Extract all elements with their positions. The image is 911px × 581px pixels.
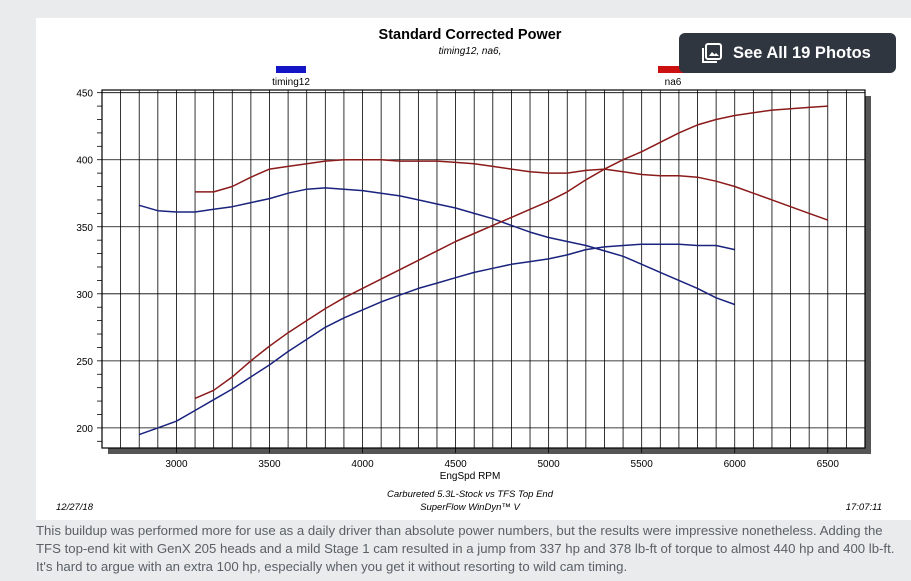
- dyno-chart-figure: 3000 3500 4000 4500 5000 5500 6000 6500 200 250 30…: [36, 18, 911, 520]
- gallery-icon: [702, 43, 722, 63]
- plot-shadow-right: [865, 96, 871, 454]
- see-all-photos-button[interactable]: See All 19 Photos: [679, 33, 896, 73]
- series-line-timing12-torque: [138, 187, 735, 306]
- x-tick-label: 4500: [444, 459, 467, 470]
- plot-area: [101, 89, 866, 449]
- y-tick-label: 300: [76, 290, 93, 301]
- y-tick-label: 250: [76, 357, 93, 368]
- y-tick-label: 400: [76, 156, 93, 167]
- software-credit: SuperFlow WinDyn™ V: [420, 502, 521, 513]
- photo-caption: This buildup was performed more for use …: [36, 523, 895, 574]
- series-line-timing12-hp: [138, 243, 735, 436]
- grid-lines: [101, 90, 866, 448]
- series-line-na6-hp: [194, 105, 828, 400]
- y-tick-label: 350: [76, 223, 93, 234]
- plot-shadow: [108, 96, 871, 454]
- chart-description: Carbureted 5.3L-Stock vs TFS Top End: [387, 489, 554, 500]
- y-tick-label: 450: [76, 89, 93, 100]
- plot-shadow-bottom: [108, 448, 871, 454]
- run-time: 17:07:11: [846, 502, 882, 513]
- x-axis-label: EngSpd RPM: [440, 471, 501, 482]
- x-tick-label: 5000: [538, 459, 561, 470]
- x-tick-label: 5500: [631, 459, 654, 470]
- series-line-na6-torque: [195, 158, 829, 221]
- axis-ticks: 3000 3500 4000 4500 5000 5500 6000 6500 200 250 30…: [76, 89, 839, 470]
- x-tick-label: 6000: [724, 459, 747, 470]
- chart-title: Standard Corrected Power: [379, 27, 562, 43]
- series-lines: [138, 105, 829, 436]
- x-tick-label: 4000: [351, 459, 374, 470]
- legend-label-timing12: timing12: [272, 77, 310, 88]
- run-date: 12/27/18: [56, 502, 94, 513]
- legend-swatch-na6: [658, 66, 688, 73]
- y-tick-label: 200: [76, 424, 93, 435]
- dyno-chart: 3000 3500 4000 4500 5000 5500 6000 6500 200 250 30…: [56, 27, 882, 513]
- x-tick-label: 3000: [165, 459, 188, 470]
- x-tick-label: 3500: [258, 459, 281, 470]
- see-all-photos-label: See All 19 Photos: [733, 43, 871, 62]
- legend-swatch-timing12: [276, 66, 306, 73]
- chart-subtitle: timing12, na6,: [439, 46, 502, 57]
- legend-label-na6: na6: [665, 77, 682, 88]
- x-tick-label: 6500: [817, 459, 840, 470]
